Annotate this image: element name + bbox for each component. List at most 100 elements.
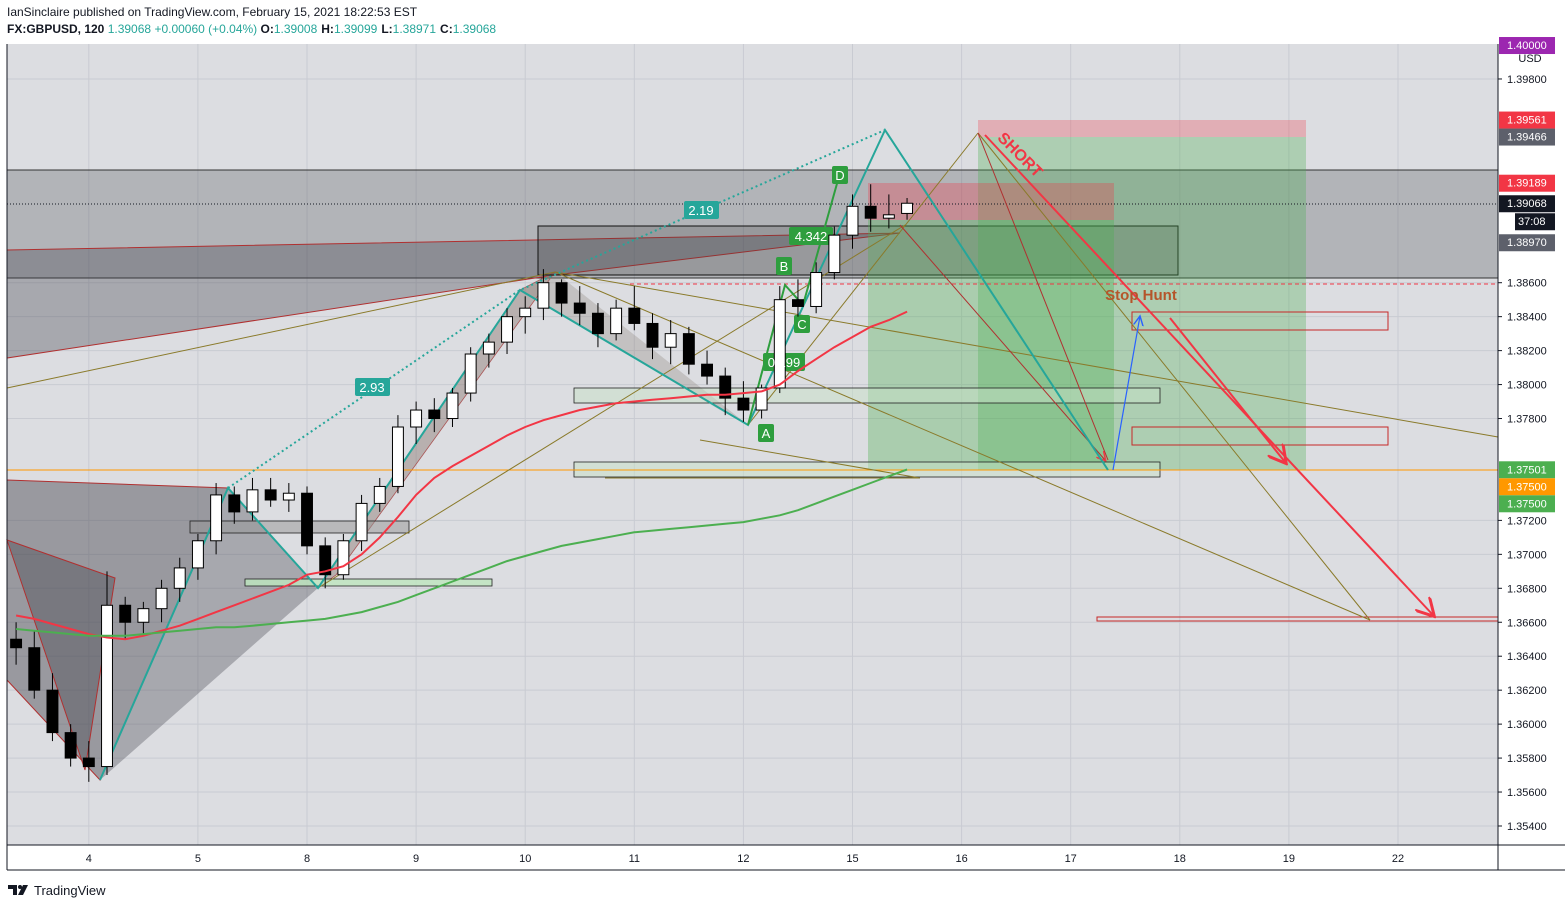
candle-body [628,307,641,324]
candle-body [46,689,59,734]
change: +0.00060 (+0.04%) [154,22,258,36]
price-tag-box [1499,495,1555,513]
price-tag: 1.40000 [1499,37,1555,55]
moving-average [16,468,908,637]
candle-body [355,502,368,542]
price-tag-box [1499,234,1555,252]
x-tick-label: 11 [629,853,640,865]
x-tick-label: 10 [519,853,531,865]
price-axis [1498,44,1565,870]
logo [8,885,28,895]
last-price: 1.39068 [107,22,152,36]
x-tick-label: 5 [195,853,201,865]
y-tick-label: 1.39800 [1507,74,1547,86]
moving-average [15,310,908,641]
drawings [6,120,1499,781]
y-tick-label: 1.36600 [1507,617,1547,629]
candle-body [901,202,914,214]
price-tag-label: 1.39189 [1507,178,1547,190]
candle-body [246,489,259,513]
price-tag-label: 1.37500 [1507,498,1547,510]
x-tick-label: 8 [304,853,310,865]
ohlc-label: L: [381,22,393,36]
candle-body [101,604,113,768]
candle-body [301,492,313,547]
ratio-label: 2.93 [359,380,384,395]
candle-body [864,205,877,219]
candle-body [755,387,768,411]
price-tag: 1.38970 [1499,234,1555,252]
y-tick-label: 1.37800 [1507,414,1547,426]
candle-body [191,540,204,569]
x-tick-label: 19 [1283,853,1295,865]
candle-body [610,307,623,335]
ratio-label: 4.342 [795,229,828,244]
price-tag-label: 1.39561 [1507,115,1547,127]
candle-body [682,333,695,365]
candle-body [773,299,786,389]
symbol: FX:GBPUSD, 120 [7,22,105,36]
x-tick-label: 15 [846,853,858,865]
ohlc-value: 1.39099 [333,22,378,36]
candle-body [591,312,604,335]
x-tick-label: 9 [413,853,419,865]
candle-body [573,302,586,314]
point-label: C [797,317,806,332]
price-tag-box [1499,478,1555,496]
ratio-label: 0.199 [768,355,801,370]
price-tag: 1.39068 37:08 [1499,195,1555,231]
ohlc-value: 1.38971 [392,22,437,36]
x-tick-label: 4 [86,853,92,865]
brand: TradingView [34,883,106,898]
y-tick-label: 1.37200 [1507,515,1547,527]
candle-body [228,494,241,513]
candle-body [155,587,168,610]
point-label: B [780,259,789,274]
ohlc-label: C: [440,22,453,36]
candle-body [446,392,459,420]
price-tag-box [1499,174,1555,192]
candle-body [64,732,77,759]
candle-body [373,485,386,504]
x-tick-label: 18 [1174,853,1186,865]
price-tag-box [1499,111,1555,129]
candle-body [391,426,404,487]
price-tag-box [1499,195,1555,213]
price-tag-label: 1.39466 [1507,132,1547,144]
y-tick-label: 1.36000 [1507,719,1547,731]
y-tick-label: 1.37000 [1507,549,1547,561]
price-tag-label: 1.40000 [1507,40,1547,52]
x-tick-label: 17 [1065,853,1077,865]
candle-body [137,608,150,623]
price-tag: 1.37501 [1499,461,1555,479]
candle-body [119,604,132,623]
candle-body [646,322,659,348]
axes: 1.35400 1.35600 1.35800 1.36000 1.36200 1.364… [86,37,1555,865]
candle-body [28,647,41,691]
countdown-label: 37:08 [1518,216,1546,228]
candles [10,184,914,782]
price-tag: 1.39466 [1499,128,1555,146]
y-tick-label: 1.35800 [1507,753,1547,765]
candle-body [882,214,895,219]
point-label: A [762,426,771,441]
y-tick-label: 1.36400 [1507,651,1547,663]
countdown-box [1515,213,1555,231]
publisher: IanSinclaire published on TradingView.co… [7,5,418,19]
y-tick-label: 1.36200 [1507,685,1547,697]
candle-body [501,316,513,343]
candle-body [282,492,295,501]
candle-body [428,409,441,420]
stop-hunt-label: Stop Hunt [1105,287,1177,304]
price-tag: 1.37500 [1499,478,1555,496]
price-tag-box [1499,128,1555,146]
point-label: D [835,168,844,183]
candle-body [319,545,332,576]
x-tick-label: 22 [1392,853,1404,865]
candle-body [737,397,750,411]
currency-label: USD [1518,53,1541,65]
candle-body [337,540,350,576]
candle-body [555,282,568,304]
ohlc: O:1.39008 H:1.39099 L:1.38971 C:1.39068 [261,22,501,36]
y-tick-label: 1.38200 [1507,346,1547,358]
